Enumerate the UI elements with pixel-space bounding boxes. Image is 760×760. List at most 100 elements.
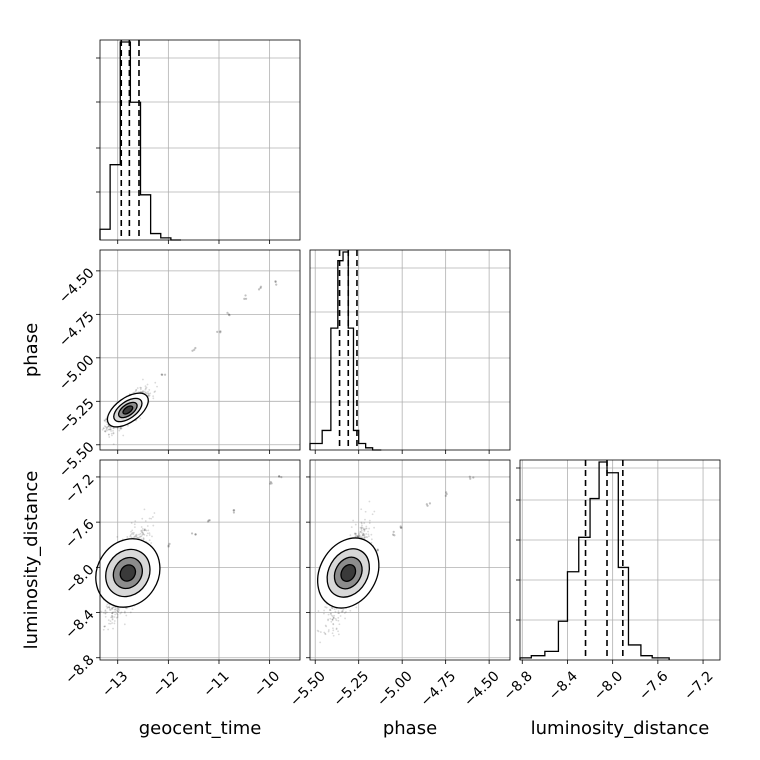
sample-point <box>194 533 197 536</box>
sample-point <box>354 533 357 536</box>
sample-point <box>120 427 123 430</box>
sample-point <box>376 549 379 552</box>
sample-point <box>148 388 151 391</box>
sample-point <box>361 533 364 536</box>
sample-point <box>331 619 334 621</box>
sample-point <box>120 427 122 430</box>
sample-point <box>117 608 120 610</box>
sample-point <box>139 417 142 420</box>
sample-point <box>104 425 106 428</box>
sample-point <box>468 475 471 478</box>
sample-point <box>358 534 361 537</box>
sample-point <box>332 617 335 619</box>
sample-point <box>115 612 118 615</box>
sample-point <box>140 530 143 533</box>
sample-point <box>365 525 368 528</box>
sample-point <box>151 535 153 538</box>
sample-point <box>105 605 108 608</box>
sample-point <box>119 427 122 430</box>
sample-point <box>150 517 153 520</box>
sample-point <box>142 533 145 536</box>
sample-point <box>270 482 273 485</box>
sample-point <box>340 610 343 613</box>
sample-point <box>117 607 120 610</box>
sample-point <box>120 611 123 614</box>
sample-point <box>335 627 338 630</box>
sample-point <box>364 510 367 513</box>
sample-point <box>125 607 128 610</box>
sample-point <box>139 532 142 535</box>
sample-point <box>219 331 222 334</box>
sample-point <box>104 612 107 615</box>
x-tick-label: −4.75 <box>418 668 460 710</box>
sample-point <box>363 535 366 538</box>
sample-point <box>129 611 132 614</box>
sample-point <box>107 628 110 631</box>
sample-point <box>108 428 110 431</box>
x-axis-label-phase: phase <box>383 718 437 739</box>
sample-point <box>123 623 126 626</box>
sample-point <box>324 606 327 608</box>
sample-point <box>145 534 148 537</box>
sample-point <box>119 427 122 430</box>
sample-point <box>392 530 395 533</box>
sample-point <box>143 533 146 536</box>
sample-point <box>104 612 107 614</box>
sample-point <box>167 544 170 547</box>
sample-point <box>129 534 132 536</box>
sample-point <box>141 534 144 536</box>
sample-point <box>111 612 113 615</box>
sample-point <box>102 628 105 631</box>
sample-point <box>116 427 119 430</box>
sample-point <box>133 536 135 538</box>
sample-point <box>142 538 144 541</box>
sample-point <box>364 536 367 539</box>
sample-point <box>112 432 115 435</box>
sample-point <box>332 616 335 619</box>
sample-point <box>331 618 334 621</box>
x-tick-label: −13 <box>99 668 131 700</box>
sample-point <box>425 503 428 506</box>
sample-point <box>112 606 115 609</box>
sample-point <box>113 606 115 609</box>
sample-point <box>317 610 320 612</box>
sample-point <box>114 608 117 611</box>
sample-point <box>145 529 148 532</box>
sample-point <box>107 433 110 436</box>
sample-point <box>324 633 327 636</box>
sample-point <box>358 536 360 538</box>
sample-point <box>103 419 106 422</box>
sample-point <box>104 430 107 432</box>
sample-point <box>134 535 137 538</box>
sample-point <box>146 392 148 395</box>
sample-point <box>364 518 366 521</box>
sample-point <box>130 530 132 533</box>
axes-frame <box>99 39 301 241</box>
sample-point <box>109 428 112 430</box>
sample-point <box>228 314 231 317</box>
sample-point <box>329 609 332 612</box>
sample-point <box>141 517 144 520</box>
sample-point <box>363 534 365 537</box>
density-contour <box>340 564 357 582</box>
sample-point <box>373 526 375 529</box>
sample-point <box>106 427 109 429</box>
sample-point <box>102 427 105 430</box>
sample-point <box>269 482 272 485</box>
sample-point <box>360 536 363 539</box>
sample-point <box>349 534 352 537</box>
sample-point <box>142 537 145 539</box>
sample-point <box>371 513 374 516</box>
sample-point <box>110 614 113 617</box>
sample-point <box>116 536 119 538</box>
sample-point <box>135 536 138 538</box>
sample-point <box>274 280 277 283</box>
axes-frame <box>99 459 301 661</box>
sample-point <box>148 539 151 542</box>
sample-point <box>319 631 322 633</box>
axes-frame <box>519 459 721 661</box>
sample-point <box>363 528 366 531</box>
sample-point <box>349 609 352 612</box>
sample-point <box>360 508 363 511</box>
